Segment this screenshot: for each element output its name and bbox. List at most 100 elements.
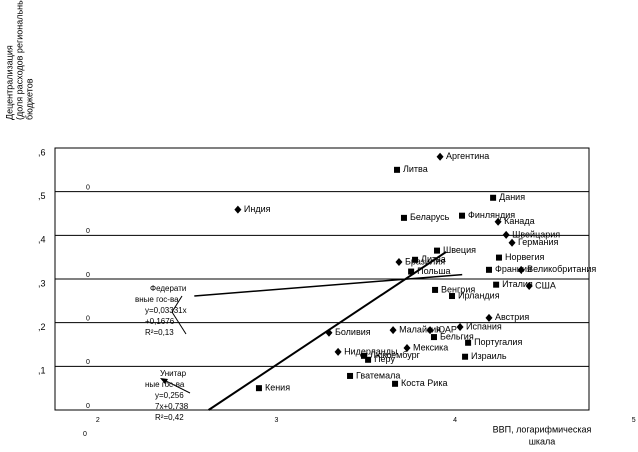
minor-label: 0	[86, 359, 90, 366]
point	[234, 205, 242, 214]
x-axis-title: ВВП, логарифмическая	[493, 424, 592, 434]
y-axis-title: Децентрализация	[4, 45, 14, 120]
point-label: Малайзия	[399, 324, 441, 334]
point	[400, 214, 407, 221]
point	[255, 385, 262, 392]
point-label: Коста Рика	[401, 378, 447, 388]
point-label: Испания	[466, 321, 502, 331]
trend-annotation: y=0,03331x	[145, 306, 187, 315]
y-tick-label: ,5	[38, 191, 46, 201]
y-tick-label: ,1	[38, 366, 46, 376]
point-label: Израиль	[471, 351, 507, 361]
x-tick-label: 5	[632, 417, 636, 424]
point-label: Великобритания	[527, 264, 596, 274]
point-label: США	[535, 280, 556, 290]
minor-label: 0	[86, 185, 90, 192]
minor-label: 0	[86, 228, 90, 235]
point-label: Литва	[421, 254, 446, 264]
trend-annotation: R²=0,42	[155, 413, 184, 422]
point	[395, 257, 403, 266]
trend-annotation: R²=0,13	[145, 328, 174, 337]
point-label: Люксембург	[370, 350, 421, 360]
point	[449, 293, 456, 300]
point-label: Литва	[403, 164, 428, 174]
point	[392, 380, 399, 387]
point	[389, 326, 397, 335]
point	[502, 230, 510, 239]
point	[334, 347, 342, 356]
point-label: Финляндия	[468, 210, 515, 220]
point-label: Швеция	[443, 245, 476, 255]
minor-label: 0	[86, 272, 90, 279]
point-label: Боливия	[335, 327, 371, 337]
point	[493, 281, 500, 288]
point-label: Канада	[504, 216, 534, 226]
point	[436, 152, 444, 161]
point-label: Португалия	[474, 337, 522, 347]
trend-annotation: +0,1676	[145, 317, 175, 326]
x-tick-label: 2	[96, 417, 100, 424]
point	[462, 353, 469, 360]
trend-annotation: Унитар	[160, 369, 187, 378]
point	[508, 238, 516, 247]
point	[430, 334, 437, 341]
point	[403, 343, 411, 352]
point-label: Беларусь	[410, 212, 450, 222]
x-tick-label: 4	[453, 417, 457, 424]
point-label: Норвегия	[505, 252, 545, 262]
trend-annotation: Федерати	[150, 284, 186, 293]
point	[490, 194, 497, 201]
y-tick-label: ,3	[38, 278, 46, 288]
y-tick-label: ,6	[38, 147, 46, 157]
point	[347, 372, 354, 379]
trend-annotation: вные гос-ва	[135, 295, 179, 304]
point-label: Аргентина	[446, 151, 489, 161]
trend-line	[208, 251, 447, 411]
y-tick-label: ,2	[38, 322, 46, 332]
point-label: Кения	[265, 383, 290, 393]
point-label: Бразилия	[405, 256, 445, 266]
point	[485, 313, 493, 322]
point	[465, 339, 472, 346]
point-label: Венгрия	[441, 284, 475, 294]
point	[517, 265, 525, 274]
point-label: Перу	[374, 354, 395, 364]
point	[525, 281, 533, 290]
point	[432, 286, 439, 293]
arrow-head	[160, 378, 168, 384]
minor-label: 0	[86, 316, 90, 323]
point	[495, 254, 502, 261]
point-label: Гватемала	[356, 370, 400, 380]
x-tick-label: 3	[275, 417, 279, 424]
y-tick-label: ,4	[38, 235, 46, 245]
point-label: Индия	[244, 204, 271, 214]
minor-label: 0	[83, 431, 87, 438]
point	[365, 356, 372, 363]
annotation-arrow	[161, 378, 191, 394]
annotation-arrow	[171, 295, 183, 313]
point-label: Германия	[518, 237, 558, 247]
point	[434, 247, 441, 254]
point-label: Италия	[502, 279, 533, 289]
point	[456, 323, 464, 332]
point-label: Швейцария	[512, 229, 560, 239]
point-label: Польша	[417, 266, 450, 276]
point	[394, 166, 401, 173]
point	[408, 268, 415, 275]
point-label: Австрия	[495, 312, 529, 322]
x-axis-title: шкала	[529, 436, 556, 446]
point	[426, 326, 434, 335]
point	[485, 266, 492, 273]
minor-label: 0	[86, 403, 90, 410]
point-label: Нидерланды	[344, 346, 397, 356]
trend-annotation: 7x+0,738	[155, 402, 189, 411]
point-label: Франция	[495, 264, 532, 274]
point	[494, 217, 502, 226]
trend-annotation: y=0,256	[155, 391, 184, 400]
point-label: Мексика	[413, 342, 448, 352]
point	[360, 352, 367, 359]
point-label: Дания	[499, 192, 525, 202]
point	[459, 212, 466, 219]
trend-line	[194, 273, 463, 297]
